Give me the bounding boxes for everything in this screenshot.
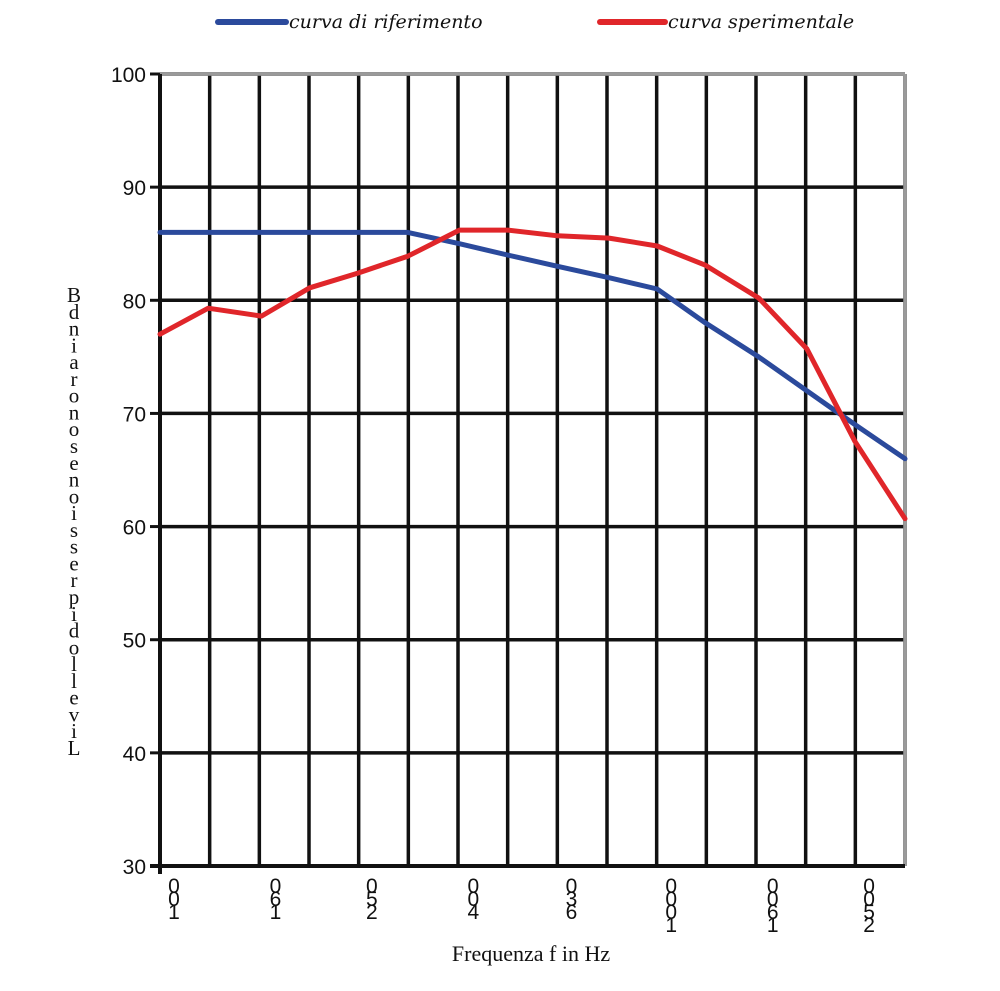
svg-text:n: n: [69, 317, 80, 341]
svg-text:0: 0: [366, 875, 378, 898]
svg-text:i: i: [71, 602, 77, 626]
y-axis-ticks: 30 40 50 60 70 80 90 100: [111, 64, 146, 879]
svg-text:0: 0: [767, 875, 779, 898]
svg-text:s: s: [70, 535, 78, 559]
svg-text:0: 0: [168, 888, 180, 911]
svg-text:s: s: [70, 518, 78, 542]
svg-text:p: p: [69, 585, 80, 609]
svg-text:v: v: [69, 702, 80, 726]
legend-item: curva di riferimento: [215, 11, 483, 33]
svg-text:l: l: [71, 652, 77, 676]
svg-text:0: 0: [566, 875, 578, 898]
svg-text:e: e: [69, 551, 78, 575]
svg-text:0: 0: [468, 888, 480, 911]
svg-text:i: i: [71, 333, 77, 357]
svg-text:1: 1: [665, 914, 677, 937]
svg-text:o: o: [69, 384, 80, 408]
y-tick-label: 50: [123, 630, 146, 653]
y-tick-label: 80: [123, 290, 146, 313]
legend-label: curva sperimentale: [668, 11, 854, 33]
svg-text:0: 0: [665, 875, 677, 898]
svg-text:n: n: [69, 468, 80, 492]
svg-text:0: 0: [863, 888, 875, 911]
y-tick-label: 30: [123, 856, 146, 879]
x-tick-label: 061: [270, 875, 282, 924]
svg-text:a: a: [69, 350, 79, 374]
svg-text:0: 0: [468, 875, 480, 898]
svg-text:o: o: [69, 635, 80, 659]
x-tick-label: 036: [566, 875, 578, 924]
legend-item: curva sperimentale: [597, 11, 854, 33]
legend-label: curva di riferimento: [289, 11, 483, 33]
svg-text:1: 1: [767, 914, 779, 937]
svg-text:0: 0: [665, 888, 677, 911]
svg-text:6: 6: [767, 901, 779, 924]
x-tick-label: 004: [468, 875, 480, 924]
svg-text:6: 6: [566, 901, 578, 924]
svg-text:o: o: [69, 417, 80, 441]
y-tick-label: 90: [123, 177, 146, 200]
y-tick-label: 60: [123, 517, 146, 540]
svg-text:r: r: [71, 568, 78, 592]
svg-text:d: d: [69, 300, 80, 324]
chart-grid: [150, 72, 907, 874]
x-tick-label: 052: [366, 875, 378, 924]
svg-text:i: i: [71, 501, 77, 525]
svg-text:0: 0: [767, 888, 779, 911]
svg-text:3: 3: [566, 888, 578, 911]
svg-text:L: L: [68, 736, 81, 760]
svg-text:2: 2: [366, 901, 378, 924]
svg-text:0: 0: [665, 901, 677, 924]
series-line: [157, 229, 908, 462]
svg-text:l: l: [71, 669, 77, 693]
svg-text:1: 1: [270, 901, 282, 924]
series-line: [157, 227, 908, 522]
svg-text:0: 0: [270, 875, 282, 898]
chart-legend: curva di riferimento curva sperimentale: [215, 11, 854, 33]
svg-text:r: r: [71, 367, 78, 391]
svg-text:n: n: [69, 400, 80, 424]
svg-text:0: 0: [863, 875, 875, 898]
svg-text:5: 5: [366, 888, 378, 911]
svg-text:o: o: [69, 484, 80, 508]
svg-text:2: 2: [863, 914, 875, 937]
x-tick-label: 001: [168, 875, 180, 924]
chart-series: [157, 227, 908, 522]
svg-text:5: 5: [863, 901, 875, 924]
svg-text:4: 4: [468, 901, 480, 924]
svg-text:e: e: [69, 686, 78, 710]
y-tick-label: 70: [123, 403, 146, 426]
x-axis-label: Frequenza f in Hz: [452, 941, 610, 966]
svg-text:d: d: [69, 619, 80, 643]
y-tick-label: 100: [111, 64, 146, 87]
svg-text:1: 1: [168, 901, 180, 924]
svg-text:e: e: [69, 451, 78, 475]
svg-text:s: s: [70, 434, 78, 458]
svg-text:0: 0: [168, 875, 180, 898]
svg-text:6: 6: [270, 888, 282, 911]
svg-text:i: i: [71, 719, 77, 743]
svg-text:B: B: [67, 283, 81, 307]
y-tick-label: 40: [123, 743, 146, 766]
